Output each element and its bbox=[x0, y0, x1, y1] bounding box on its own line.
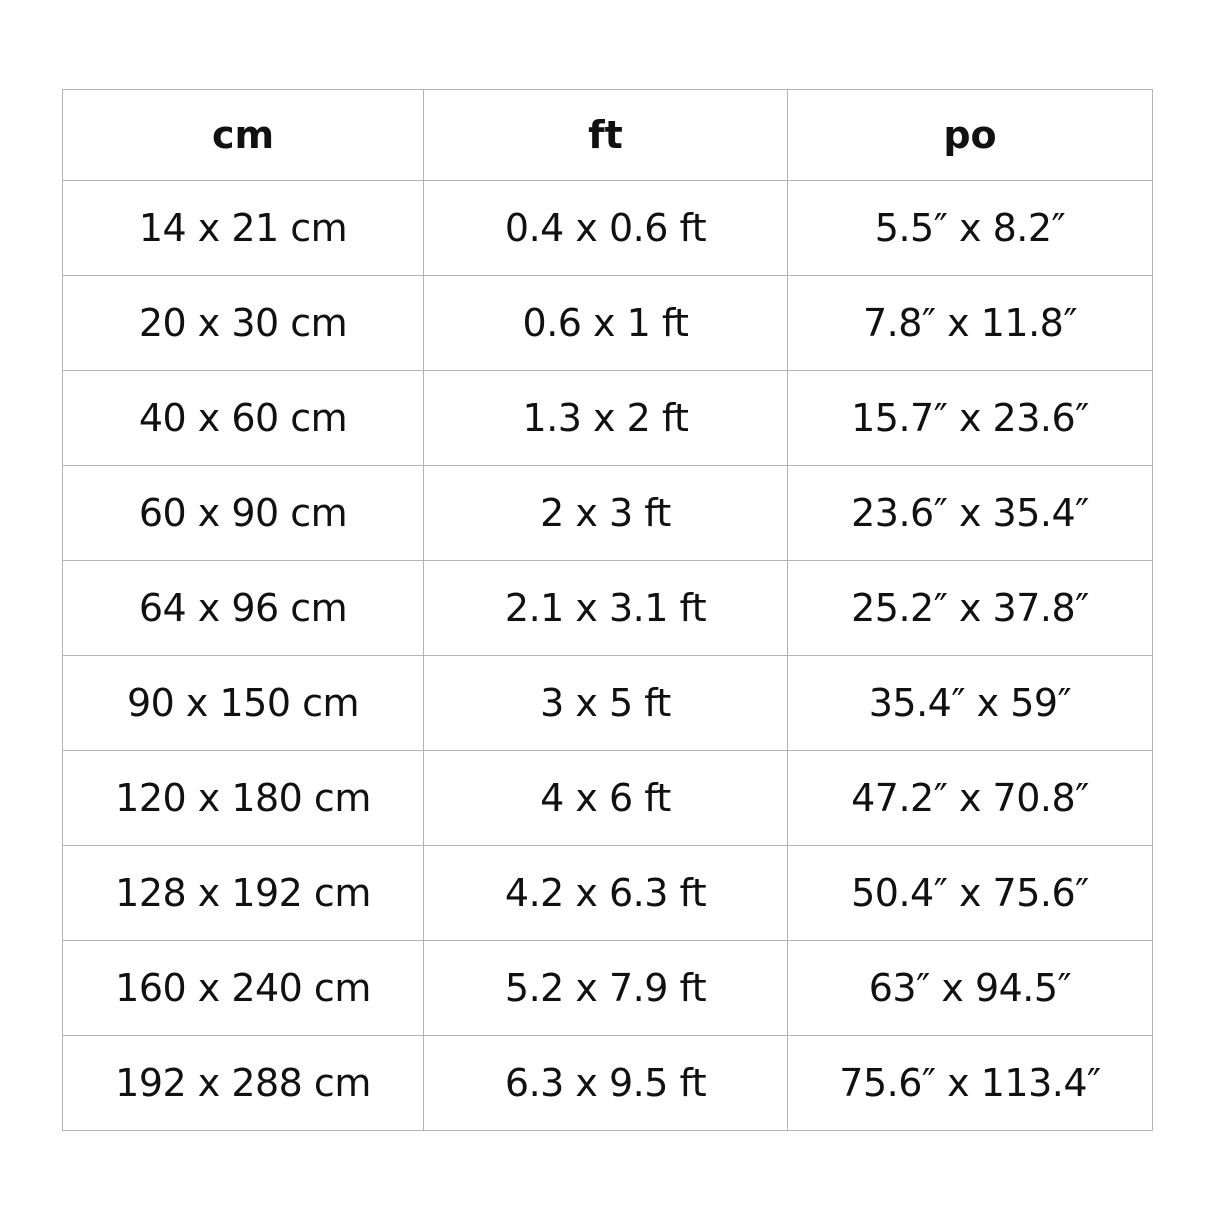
table-row: 40 x 60 cm 1.3 x 2 ft 15.7″ x 23.6″ bbox=[62, 370, 1153, 466]
cell-cm: 60 x 90 cm bbox=[62, 465, 424, 561]
table-row: 128 x 192 cm 4.2 x 6.3 ft 50.4″ x 75.6″ bbox=[62, 845, 1153, 941]
cell-po: 47.2″ x 70.8″ bbox=[787, 750, 1153, 846]
header-row: cm ft po bbox=[62, 89, 1153, 181]
cell-po: 23.6″ x 35.4″ bbox=[787, 465, 1153, 561]
cell-ft: 1.3 x 2 ft bbox=[423, 370, 788, 466]
table-row: 14 x 21 cm 0.4 x 0.6 ft 5.5″ x 8.2″ bbox=[62, 180, 1153, 276]
cell-ft: 4 x 6 ft bbox=[423, 750, 788, 846]
cell-po: 63″ x 94.5″ bbox=[787, 940, 1153, 1036]
cell-cm: 120 x 180 cm bbox=[62, 750, 424, 846]
table-body: 14 x 21 cm 0.4 x 0.6 ft 5.5″ x 8.2″ 20 x 30… bbox=[62, 180, 1153, 1131]
size-conversion-table: cm ft po 14 x 21 cm 0.4 x 0.6 ft 5.5″ x 8.… bbox=[62, 89, 1153, 1131]
cell-cm: 64 x 96 cm bbox=[62, 560, 424, 656]
cell-cm: 192 x 288 cm bbox=[62, 1035, 424, 1131]
cell-cm: 40 x 60 cm bbox=[62, 370, 424, 466]
table-row: 90 x 150 cm 3 x 5 ft 35.4″ x 59″ bbox=[62, 655, 1153, 751]
header-ft: ft bbox=[423, 89, 788, 181]
cell-ft: 4.2 x 6.3 ft bbox=[423, 845, 788, 941]
table-row: 64 x 96 cm 2.1 x 3.1 ft 25.2″ x 37.8″ bbox=[62, 560, 1153, 656]
cell-ft: 5.2 x 7.9 ft bbox=[423, 940, 788, 1036]
header-cm: cm bbox=[62, 89, 424, 181]
cell-po: 35.4″ x 59″ bbox=[787, 655, 1153, 751]
cell-po: 15.7″ x 23.6″ bbox=[787, 370, 1153, 466]
cell-po: 50.4″ x 75.6″ bbox=[787, 845, 1153, 941]
cell-ft: 2.1 x 3.1 ft bbox=[423, 560, 788, 656]
table-row: 160 x 240 cm 5.2 x 7.9 ft 63″ x 94.5″ bbox=[62, 940, 1153, 1036]
cell-ft: 0.4 x 0.6 ft bbox=[423, 180, 788, 276]
cell-cm: 160 x 240 cm bbox=[62, 940, 424, 1036]
cell-po: 75.6″ x 113.4″ bbox=[787, 1035, 1153, 1131]
table-row: 120 x 180 cm 4 x 6 ft 47.2″ x 70.8″ bbox=[62, 750, 1153, 846]
cell-cm: 20 x 30 cm bbox=[62, 275, 424, 371]
table-row: 192 x 288 cm 6.3 x 9.5 ft 75.6″ x 113.4″ bbox=[62, 1035, 1153, 1131]
table-row: 20 x 30 cm 0.6 x 1 ft 7.8″ x 11.8″ bbox=[62, 275, 1153, 371]
cell-ft: 0.6 x 1 ft bbox=[423, 275, 788, 371]
cell-po: 7.8″ x 11.8″ bbox=[787, 275, 1153, 371]
cell-ft: 3 x 5 ft bbox=[423, 655, 788, 751]
cell-ft: 2 x 3 ft bbox=[423, 465, 788, 561]
cell-po: 5.5″ x 8.2″ bbox=[787, 180, 1153, 276]
cell-ft: 6.3 x 9.5 ft bbox=[423, 1035, 788, 1131]
table-row: 60 x 90 cm 2 x 3 ft 23.6″ x 35.4″ bbox=[62, 465, 1153, 561]
cell-po: 25.2″ x 37.8″ bbox=[787, 560, 1153, 656]
table-header: cm ft po bbox=[62, 89, 1153, 181]
cell-cm: 90 x 150 cm bbox=[62, 655, 424, 751]
cell-cm: 14 x 21 cm bbox=[62, 180, 424, 276]
header-po: po bbox=[787, 89, 1153, 181]
cell-cm: 128 x 192 cm bbox=[62, 845, 424, 941]
